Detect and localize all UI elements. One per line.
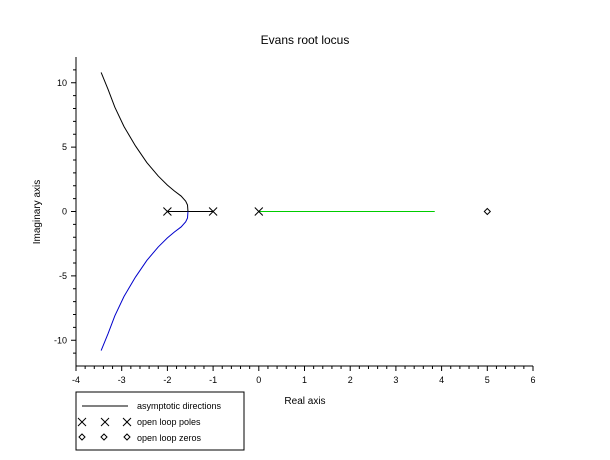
x-tick-label: -4 [72, 375, 80, 385]
legend-marker-zero-3 [123, 433, 131, 441]
legend-label-open-loop-poles: open loop poles [137, 417, 201, 427]
locus-branch-4 [100, 211, 189, 351]
open-loop-zero-marker-1 [483, 207, 492, 216]
x-tick-label: 1 [302, 375, 307, 385]
x-axis-label: Real axis [284, 396, 325, 407]
y-tick-label: -5 [59, 271, 67, 281]
y-axis-label: Imaginary axis [32, 180, 43, 244]
x-tick-label: 4 [439, 375, 444, 385]
legend-label-open-loop-zeros: open loop zeros [137, 433, 202, 443]
y-tick-label: 10 [57, 78, 67, 88]
x-tick-label: 2 [348, 375, 353, 385]
legend-marker-pole-3 [122, 417, 132, 427]
legend-label-asymptotic-directions: asymptotic directions [137, 401, 222, 411]
x-tick-label: 5 [485, 375, 490, 385]
y-tick-label: 0 [62, 207, 67, 217]
chart-title: Evans root locus [261, 33, 350, 47]
x-tick-label: 6 [530, 375, 535, 385]
legend-marker-pole-1 [77, 417, 87, 427]
series-layer [100, 72, 435, 351]
open-loop-pole-marker-1 [163, 207, 172, 216]
x-tick-label: 0 [256, 375, 261, 385]
x-tick-label: -2 [163, 375, 171, 385]
y-tick-label: 5 [62, 142, 67, 152]
locus-branch-3 [100, 72, 189, 212]
legend-marker-pole-2 [100, 417, 110, 427]
markers-layer [163, 207, 492, 216]
x-tick-label: 3 [393, 375, 398, 385]
x-tick-label: -3 [118, 375, 126, 385]
y-tick-label: -10 [54, 335, 67, 345]
open-loop-pole-marker-3 [254, 207, 264, 216]
legend-marker-zero-1 [78, 433, 86, 441]
x-tick-label: -1 [209, 375, 217, 385]
x-ticks: -4 -3 -2 -1 0 1 2 3 4 5 6 [72, 366, 536, 385]
y-ticks: -10 -5 0 5 10 [54, 69, 76, 354]
legend-marker-zero-2 [100, 433, 108, 441]
legend: asymptotic directions open loop poles op… [75, 391, 245, 451]
open-loop-pole-marker-2 [208, 207, 218, 216]
